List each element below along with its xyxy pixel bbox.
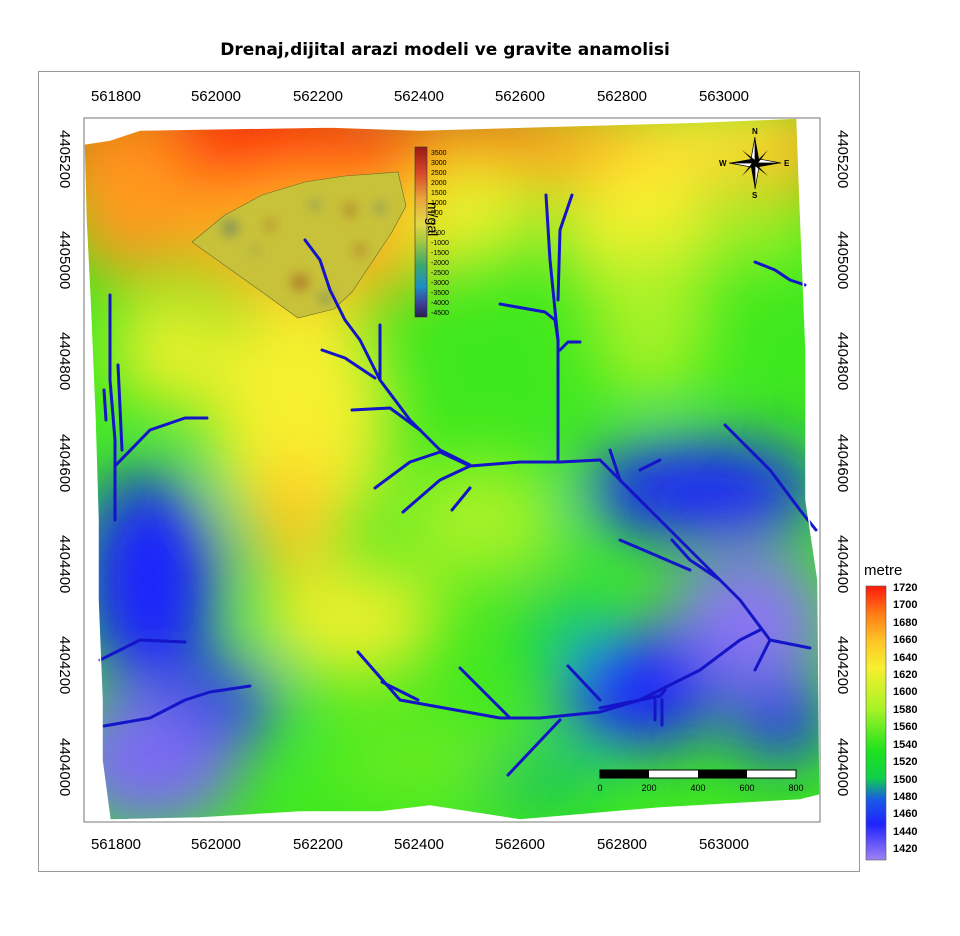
x-tick-bottom-5: 562600 (494, 836, 546, 853)
gravity-label: -1000 (431, 240, 449, 247)
gravity-label: 0 (431, 220, 435, 227)
x-tick-bottom-3: 562200 (292, 836, 344, 853)
gravity-label: 3500 (431, 150, 447, 157)
elevation-legend-label: 1540 (893, 739, 918, 751)
gravity-label: -3000 (431, 280, 449, 287)
compass-e-label: E (784, 159, 790, 168)
elevation-legend-label: 1680 (893, 617, 918, 629)
gravity-label: -2500 (431, 270, 449, 277)
gravity-label: 1000 (431, 200, 447, 207)
map-frame (38, 71, 860, 872)
scale-label: 600 (739, 783, 755, 793)
gravity-label: 1500 (431, 190, 447, 197)
x-tick-top-6: 562800 (596, 88, 648, 105)
elevation-legend-label: 1500 (893, 774, 918, 786)
gravity-label: -4500 (431, 310, 449, 317)
gravity-anomaly-inset (191, 171, 407, 319)
gravity-label: -3500 (431, 290, 449, 297)
gravity-label: -2000 (431, 260, 449, 267)
gravity-label: -500 (431, 230, 446, 237)
x-tick-bottom-4: 562400 (393, 836, 445, 853)
scale-label: 200 (641, 783, 657, 793)
compass-w-label: W (719, 159, 727, 168)
elevation-legend-label: 1720 (893, 582, 918, 594)
scale-bar (599, 769, 797, 779)
compass-rose-icon (728, 136, 782, 190)
x-tick-top-1: 561800 (90, 88, 142, 105)
drainage-network (98, 193, 818, 777)
elevation-legend-label: 1520 (893, 756, 918, 768)
gravity-colorbar (414, 146, 428, 318)
x-tick-top-2: 562000 (190, 88, 242, 105)
elevation-legend-label: 1700 (893, 599, 918, 611)
gravity-label: 2000 (431, 180, 447, 187)
compass-n-label: N (752, 127, 758, 136)
elevation-legend-label: 1560 (893, 721, 918, 733)
compass-s-label: S (752, 191, 758, 200)
gravity-label: 2500 (431, 170, 447, 177)
x-tick-top-4: 562400 (393, 88, 445, 105)
elevation-legend-label: 1660 (893, 634, 918, 646)
x-tick-top-3: 562200 (292, 88, 344, 105)
x-tick-top-7: 563000 (698, 88, 750, 105)
x-tick-bottom-1: 561800 (90, 836, 142, 853)
scale-label: 800 (788, 783, 804, 793)
scale-label: 400 (690, 783, 706, 793)
scale-label: 0 (597, 783, 603, 793)
x-tick-bottom-7: 563000 (698, 836, 750, 853)
elevation-legend-label: 1440 (893, 826, 918, 838)
elevation-legend-title: metre (864, 562, 903, 579)
axis-box (83, 117, 821, 823)
gravity-label: -4000 (431, 300, 449, 307)
elevation-legend-label: 1580 (893, 704, 918, 716)
elevation-legend-label: 1600 (893, 686, 918, 698)
x-tick-top-5: 562600 (494, 88, 546, 105)
elevation-legend-label: 1460 (893, 808, 918, 820)
map-boundary (83, 117, 821, 821)
elevation-legend-label: 1620 (893, 669, 918, 681)
elevation-legend-label: 1640 (893, 652, 918, 664)
gravity-unit-label: m/gal (425, 202, 441, 237)
elevation-colorbar (865, 585, 887, 861)
elevation-legend-label: 1480 (893, 791, 918, 803)
gravity-label: -1500 (431, 250, 449, 257)
x-tick-bottom-6: 562800 (596, 836, 648, 853)
gravity-label: 3000 (431, 160, 447, 167)
gravity-label: 500 (431, 210, 443, 217)
x-tick-bottom-2: 562000 (190, 836, 242, 853)
elevation-legend-label: 1420 (893, 843, 918, 855)
map-title: Drenaj,dijital arazi modeli ve gravite a… (220, 40, 670, 60)
